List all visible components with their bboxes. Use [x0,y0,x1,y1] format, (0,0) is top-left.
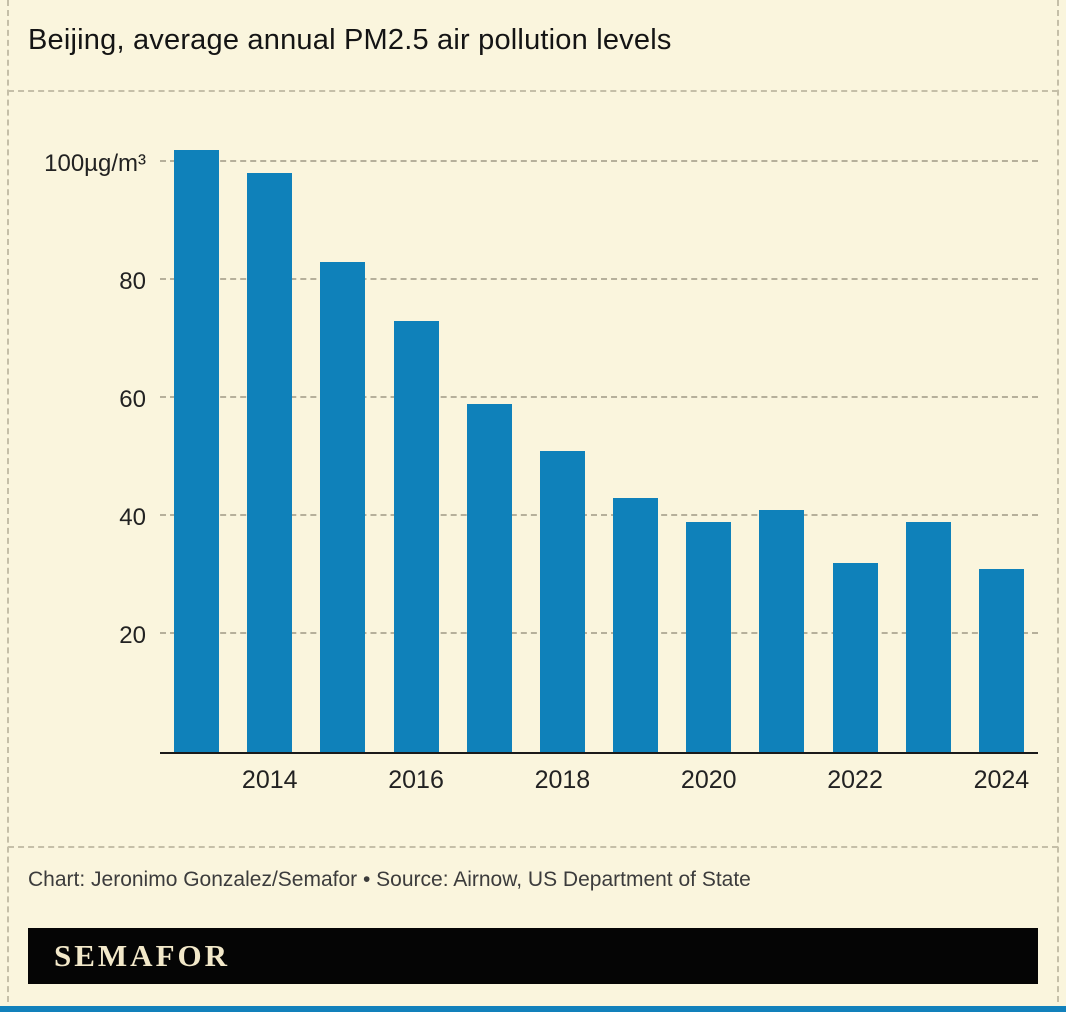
y-axis-tick-label: 100µg/m³ [44,149,146,177]
bar-2015 [320,261,366,752]
bar-2014 [247,173,293,752]
x-axis-tick-label: 2020 [680,766,737,794]
x-axis-tick-label: 2022 [827,766,883,794]
bar-chart: 20 40 60 80 100µg/m³ 2014 2016 2018 2020 2022 202… [28,132,1038,795]
bar-2022 [832,563,878,752]
gridline-60 [160,395,1038,398]
x-axis-tick-label: 2018 [534,766,591,794]
semafor-logo-bar: SEMAFOR [28,928,1038,984]
footer-separator [8,846,1058,848]
gridline-20 [160,631,1038,634]
y-axis-tick-label: 60 [119,385,146,413]
y-axis-tick-label: 20 [119,621,146,649]
gridline-100 [160,159,1038,162]
bar-2024 [978,568,1024,752]
title-separator [8,90,1058,92]
bar-2021 [759,509,805,752]
bar-2019 [613,498,659,752]
bar-2023 [905,521,951,752]
chart-title: Beijing, average annual PM2.5 air pollut… [28,24,672,56]
credit-line: Chart: Jeronimo Gonzalez/Semafor • Sourc… [28,868,751,891]
y-axis-tick-label: 40 [119,503,146,531]
bottom-accent-strip [0,1006,1066,1012]
x-axis-tick-label [453,766,526,795]
y-axis-tick-label: 80 [119,267,146,295]
x-axis: 2014 2016 2018 2020 2022 2024 [160,754,1038,795]
bar-2016 [393,320,439,752]
bar-2013 [174,149,220,752]
x-axis-tick-label: 2024 [973,766,1030,794]
y-axis: 20 40 60 80 100µg/m³ [28,132,160,754]
plot-area [160,132,1038,754]
x-axis-tick-label [892,766,965,795]
semafor-logo: SEMAFOR [54,938,230,973]
x-axis-tick-label [160,766,233,795]
bar-2017 [466,403,512,752]
gridline-40 [160,513,1038,516]
gridline-80 [160,277,1038,280]
plot-wrap: 20 40 60 80 100µg/m³ [28,132,1038,754]
x-axis-tick-label: 2016 [388,766,444,794]
x-axis-tick-label [306,766,379,795]
bar-2020 [686,521,732,752]
bars [160,132,1038,752]
x-axis-tick-label [745,766,818,795]
x-axis-tick-label: 2014 [241,766,298,794]
bar-2018 [539,450,585,752]
x-axis-tick-label [599,766,672,795]
